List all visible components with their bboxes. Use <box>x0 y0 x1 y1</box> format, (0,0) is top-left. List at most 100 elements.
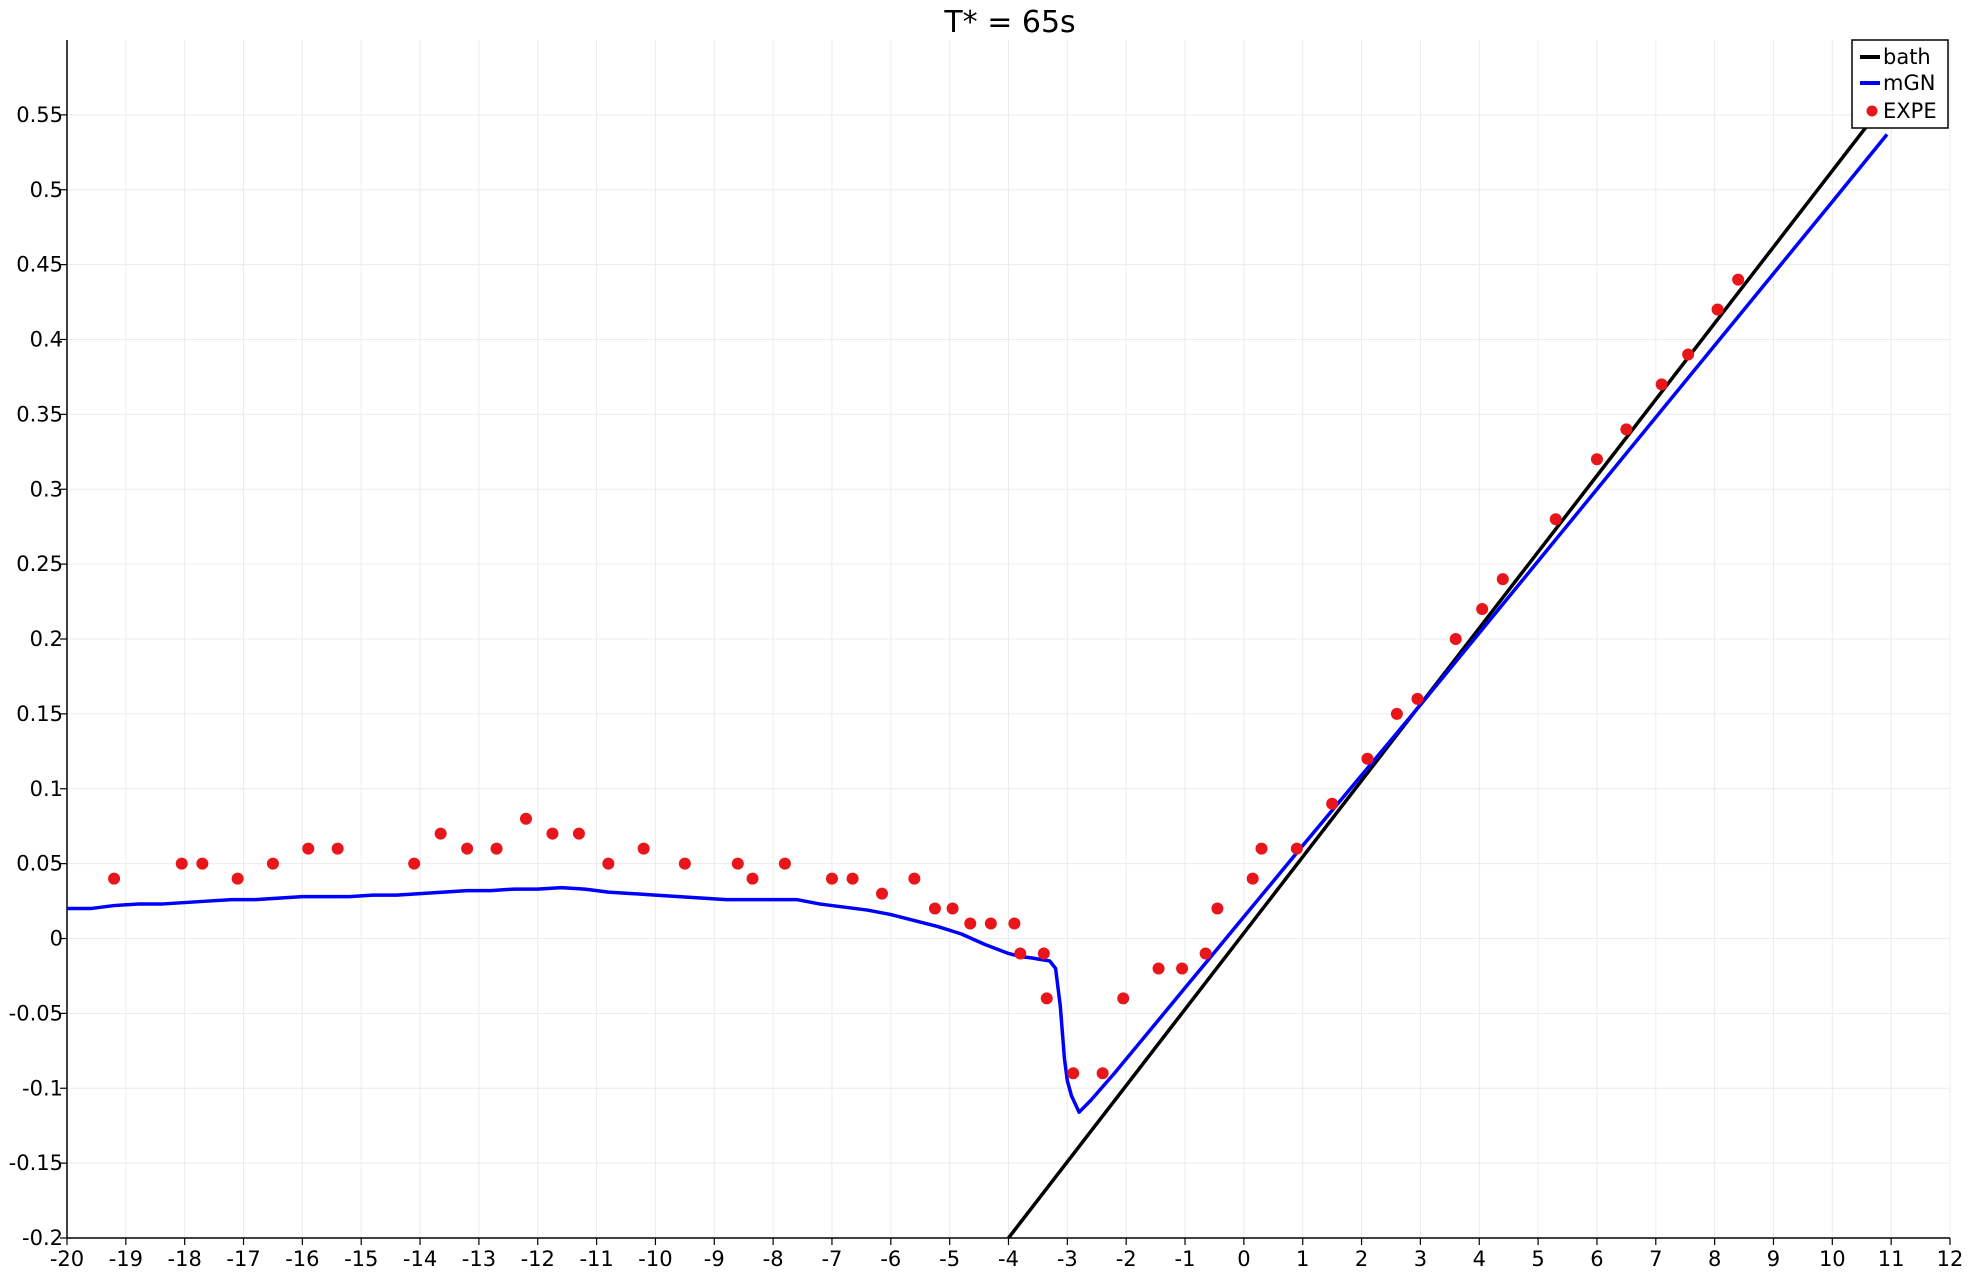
data-point-expe <box>984 917 997 930</box>
y-tick-label: 0.35 <box>16 402 63 426</box>
chart-title: T* = 65s <box>943 5 1075 40</box>
data-point-expe <box>1590 453 1603 466</box>
grid-lines <box>66 40 1951 1239</box>
data-point-expe <box>908 872 921 885</box>
y-tick-label: -0.15 <box>9 1151 63 1175</box>
data-point-expe <box>1117 992 1130 1005</box>
data-point-expe <box>1496 573 1509 586</box>
legend-label-bath: bath <box>1883 45 1931 69</box>
data-point-expe <box>846 872 859 885</box>
x-tick-label: 7 <box>1649 1247 1662 1271</box>
data-point-expe <box>1096 1067 1109 1080</box>
data-point-expe <box>825 872 838 885</box>
data-point-expe <box>1067 1067 1080 1080</box>
data-point-expe <box>519 812 532 825</box>
data-point-expe <box>434 827 447 840</box>
x-tick-label: 9 <box>1767 1247 1780 1271</box>
data-point-expe <box>1199 947 1212 960</box>
axes: -20 -19 -18 -17 -16 -15 -14 -13 -12 -11 -10 -9 -8 -7-… <box>9 40 1964 1271</box>
y-tick-label: 0.45 <box>16 253 63 277</box>
data-point-expe <box>461 842 474 855</box>
y-tick-label: -0.2 <box>22 1226 63 1250</box>
x-tick-label: -2 <box>1116 1247 1137 1271</box>
x-tick-label: 1 <box>1296 1247 1309 1271</box>
x-tick-label: 11 <box>1878 1247 1905 1271</box>
x-tick-label: -14 <box>403 1247 437 1271</box>
data-point-expe <box>302 842 315 855</box>
x-tick-label: 3 <box>1414 1247 1427 1271</box>
y-tick-label: -0.1 <box>22 1076 63 1100</box>
data-point-expe <box>1014 947 1027 960</box>
x-tick-label: -17 <box>226 1247 260 1271</box>
x-tick-label: 5 <box>1531 1247 1544 1271</box>
data-point-expe <box>572 827 585 840</box>
data-point-expe <box>1326 797 1339 810</box>
x-tick-label: 6 <box>1590 1247 1603 1271</box>
data-point-expe <box>490 842 503 855</box>
x-tick-label: -20 <box>50 1247 84 1271</box>
data-point-expe <box>1476 603 1489 616</box>
data-point-expe <box>175 857 188 870</box>
y-tick-label: 0.1 <box>30 777 63 801</box>
data-point-expe <box>731 857 744 870</box>
data-point-expe <box>875 887 888 900</box>
y-tick-label: 0.4 <box>30 328 63 352</box>
data-point-expe <box>964 917 977 930</box>
data-point-expe <box>1152 962 1165 975</box>
data-point-expe <box>1655 378 1668 391</box>
x-tick-label: 2 <box>1355 1247 1368 1271</box>
data-point-expe <box>108 872 121 885</box>
data-point-expe <box>637 842 650 855</box>
x-tick-label: -10 <box>638 1247 672 1271</box>
data-point-expe <box>1390 707 1403 720</box>
y-tick-label: 0.2 <box>30 627 63 651</box>
x-tick-label: -11 <box>579 1247 613 1271</box>
x-tick-label: 10 <box>1819 1247 1846 1271</box>
x-tick-label: -6 <box>880 1247 901 1271</box>
y-tick-label: 0.25 <box>16 552 63 576</box>
x-tick-label: 8 <box>1708 1247 1721 1271</box>
data-point-expe <box>1211 902 1224 915</box>
data-point-expe <box>196 857 209 870</box>
y-tick-label: 0 <box>50 927 63 951</box>
y-tick-label: -0.05 <box>9 1001 63 1025</box>
legend-swatch-expe <box>1866 105 1878 117</box>
data-point-expe <box>1711 303 1724 316</box>
data-point-expe <box>1040 992 1053 1005</box>
legend-label-expe: EXPE <box>1883 99 1937 123</box>
data-point-expe <box>946 902 959 915</box>
data-point-expe <box>1290 842 1303 855</box>
data-point-expe <box>1361 752 1374 765</box>
data-point-expe <box>1620 423 1633 436</box>
x-tick-label: -1 <box>1175 1247 1196 1271</box>
x-tick-label: -19 <box>109 1247 143 1271</box>
x-tick-label: -5 <box>939 1247 960 1271</box>
y-tick-label: 0.3 <box>30 477 63 501</box>
y-tick-label: 0.15 <box>16 702 63 726</box>
y-tick-label: 0.55 <box>16 103 63 127</box>
data-point-expe <box>678 857 691 870</box>
x-tick-label: 12 <box>1937 1247 1964 1271</box>
data-point-expe <box>1176 962 1189 975</box>
data-point-expe <box>1255 842 1268 855</box>
data-point-expe <box>1732 273 1745 286</box>
x-tick-label: -16 <box>285 1247 319 1271</box>
x-tick-label: -15 <box>344 1247 378 1271</box>
x-tick-label: -9 <box>704 1247 725 1271</box>
data-point-expe <box>746 872 759 885</box>
x-tick-label: -12 <box>521 1247 555 1271</box>
x-tick-label: -4 <box>998 1247 1019 1271</box>
data-point-expe <box>546 827 559 840</box>
series-layer <box>67 98 1889 1238</box>
data-point-expe <box>266 857 279 870</box>
x-tick-label: 4 <box>1473 1247 1486 1271</box>
legend-label-mgn: mGN <box>1883 71 1935 95</box>
data-point-expe <box>602 857 615 870</box>
x-tick-label: -3 <box>1057 1247 1078 1271</box>
x-tick-label: -18 <box>168 1247 202 1271</box>
y-tick-label: 0.5 <box>30 178 63 202</box>
x-tick-label: 0 <box>1237 1247 1250 1271</box>
data-point-expe <box>1037 947 1050 960</box>
x-tick-label: -13 <box>462 1247 496 1271</box>
data-point-expe <box>1246 872 1259 885</box>
